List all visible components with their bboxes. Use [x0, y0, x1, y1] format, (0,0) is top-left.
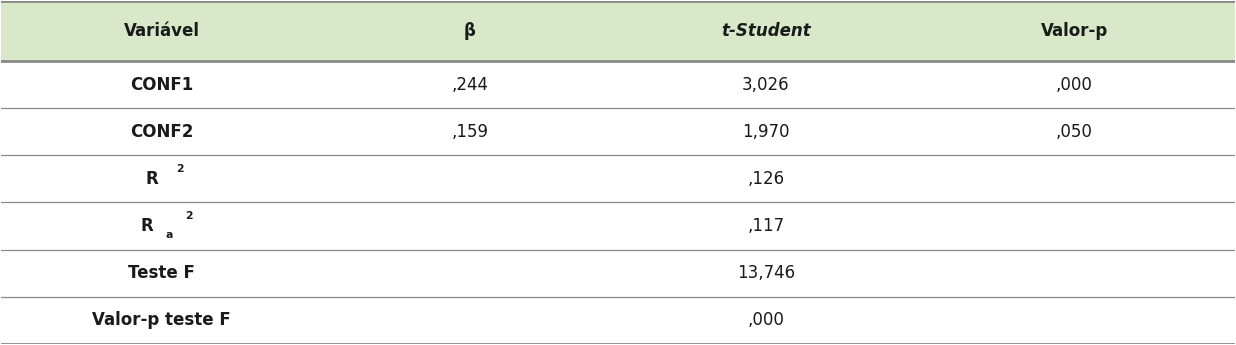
Text: β: β — [464, 22, 476, 40]
FancyBboxPatch shape — [1, 155, 1235, 203]
Text: 2: 2 — [177, 164, 184, 174]
Text: ,000: ,000 — [1056, 76, 1093, 94]
Text: ,000: ,000 — [748, 311, 785, 329]
Text: ,159: ,159 — [451, 123, 488, 141]
Text: ,244: ,244 — [451, 76, 488, 94]
Text: ,126: ,126 — [748, 170, 785, 188]
Text: Variável: Variável — [124, 22, 200, 40]
Text: R: R — [146, 170, 158, 188]
Text: 2: 2 — [185, 211, 193, 221]
FancyBboxPatch shape — [1, 203, 1235, 249]
Text: ,117: ,117 — [748, 217, 785, 235]
FancyBboxPatch shape — [1, 249, 1235, 297]
Text: CONF1: CONF1 — [130, 76, 193, 94]
FancyBboxPatch shape — [1, 61, 1235, 108]
Text: CONF2: CONF2 — [130, 123, 193, 141]
Text: t-Student: t-Student — [721, 22, 811, 40]
Text: Valor-p teste F: Valor-p teste F — [93, 311, 231, 329]
Text: 1,970: 1,970 — [743, 123, 790, 141]
Text: a: a — [166, 229, 173, 239]
Text: 3,026: 3,026 — [742, 76, 790, 94]
FancyBboxPatch shape — [1, 108, 1235, 155]
FancyBboxPatch shape — [1, 1, 1235, 61]
FancyBboxPatch shape — [1, 297, 1235, 344]
Text: R: R — [141, 217, 153, 235]
Text: 13,746: 13,746 — [737, 264, 795, 282]
Text: Valor-p: Valor-p — [1041, 22, 1107, 40]
Text: Teste F: Teste F — [129, 264, 195, 282]
Text: ,050: ,050 — [1056, 123, 1093, 141]
